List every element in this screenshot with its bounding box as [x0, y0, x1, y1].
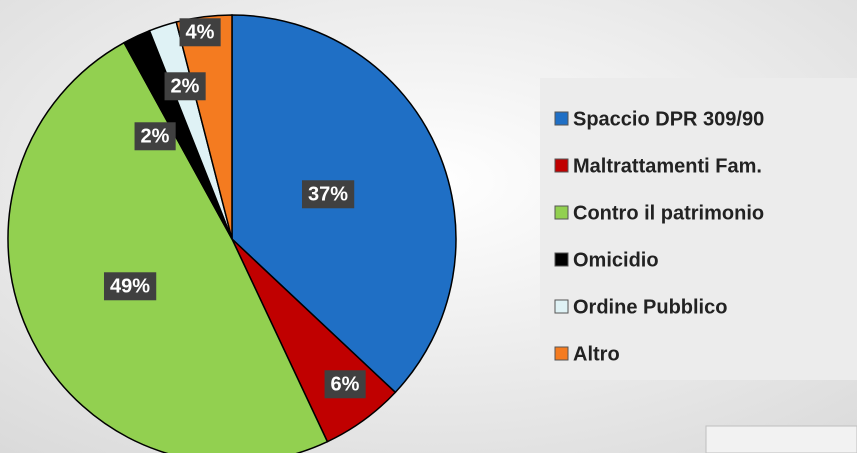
legend-label: Maltrattamenti Fam. — [573, 155, 762, 177]
data-label-box — [179, 18, 221, 47]
data-label-box — [324, 370, 366, 399]
data-label: 2% — [141, 125, 170, 147]
legend-label: Contro il patrimonio — [573, 202, 764, 224]
legend-swatch — [554, 111, 569, 126]
legend-swatch — [554, 158, 569, 173]
panel — [705, 425, 857, 453]
legend-swatch — [554, 205, 569, 220]
pie-slice — [175, 14, 233, 240]
pie — [7, 14, 457, 453]
legend-label: Altro — [573, 343, 620, 365]
legend: Spaccio DPR 309/90 Maltrattamenti Fam. Con… — [554, 108, 764, 365]
legend-swatch — [554, 346, 569, 361]
pie-slice — [7, 41, 329, 453]
legend-swatch — [554, 252, 569, 267]
data-label: 6% — [331, 373, 360, 395]
legend-box — [540, 78, 857, 380]
legend-label: Ordine Pubblico — [573, 296, 727, 318]
data-label: 49% — [110, 275, 150, 297]
data-label: 37% — [308, 183, 348, 205]
legend-label: Spaccio DPR 309/90 — [573, 108, 764, 130]
legend-label: Omicidio — [573, 249, 659, 271]
data-label-box — [103, 272, 157, 301]
data-label-box — [301, 180, 355, 209]
data-label: 2% — [171, 75, 200, 97]
data-label-box — [164, 72, 206, 101]
data-label: 4% — [186, 21, 215, 43]
data-labels: 37% 6% 49% 2% 2% 4% — [103, 18, 366, 399]
legend-swatch — [554, 299, 569, 314]
data-label-box — [134, 122, 176, 151]
